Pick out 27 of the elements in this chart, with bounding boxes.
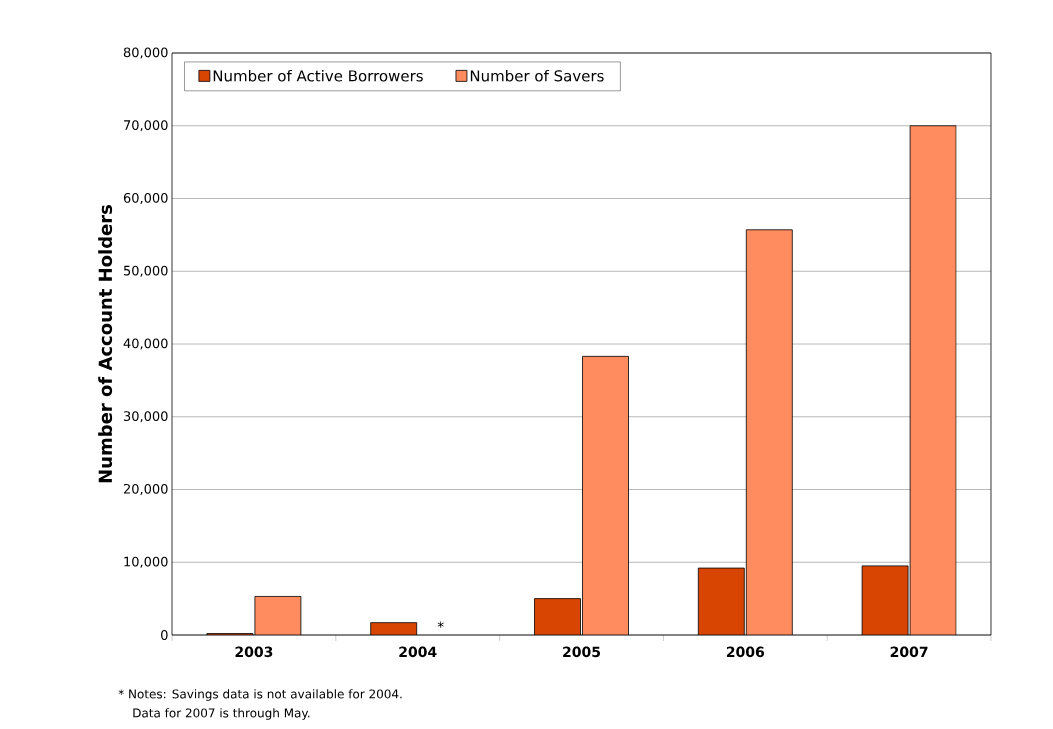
y-tick-label: 20,000: [123, 483, 168, 496]
y-tick-label: 70,000: [124, 120, 168, 132]
bar: [909, 125, 957, 635]
bar: [534, 598, 581, 635]
x-tick-label: 2005: [563, 646, 601, 658]
y-tick-label: 40,000: [123, 338, 168, 350]
x-tick-label: 2004: [399, 646, 437, 658]
y-axis-title: Number of Account Holders: [98, 204, 113, 483]
bar: [745, 229, 793, 635]
y-tick-label: 10,000: [124, 556, 168, 568]
bar: [861, 565, 909, 635]
x-tick-label: 2006: [726, 646, 765, 658]
x-tick-label: 2003: [235, 646, 273, 658]
y-tick-label: 60,000: [123, 192, 168, 205]
annotation: *: [437, 621, 444, 628]
legend-label: Number of Active Borrowers: [213, 69, 423, 82]
bar: [254, 596, 302, 635]
bar: [582, 355, 629, 635]
y-tick-label: 50,000: [123, 265, 168, 277]
y-tick-label: 0: [161, 630, 168, 640]
y-tick-label: 30,000: [123, 411, 168, 423]
x-tick-label: 2007: [890, 646, 928, 658]
text: Data for 2007 is through May.: [133, 708, 310, 720]
legend-label: Number of Savers: [470, 69, 604, 82]
y-tick-label: 80,000: [123, 47, 168, 59]
text: * Notes: Savings data is not available for 2004.: [118, 689, 402, 701]
bar: [697, 567, 745, 635]
